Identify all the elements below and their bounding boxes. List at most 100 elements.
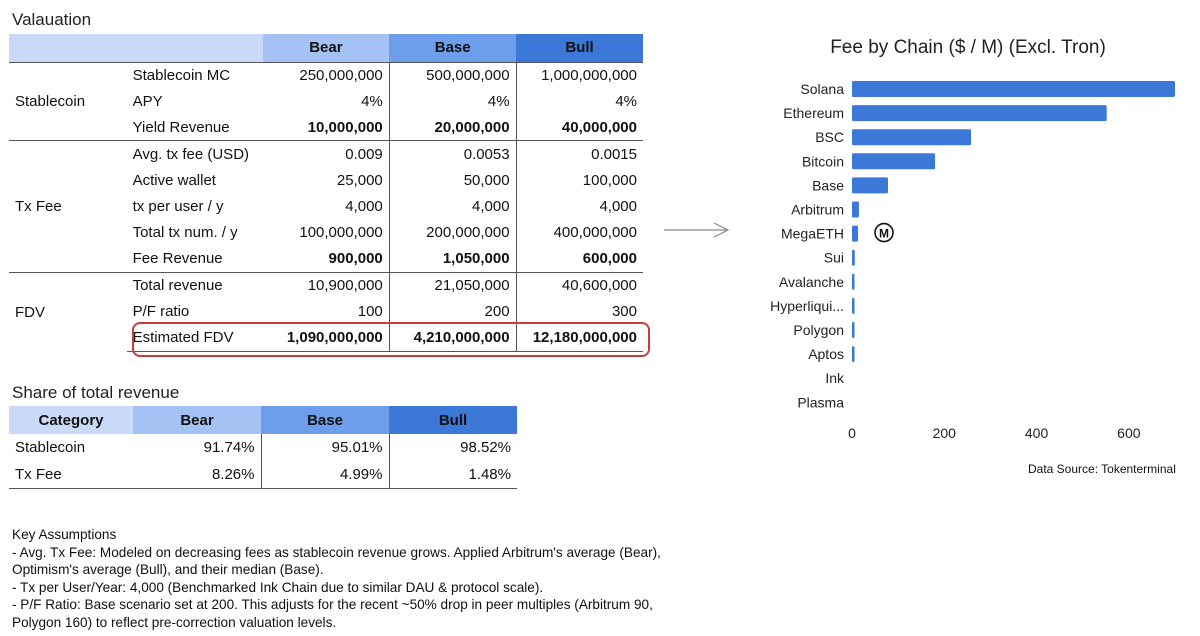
bull-value: 40,600,000 bbox=[516, 271, 643, 299]
valuation-row: Tx Fee Avg. tx fee (USD) 0.009 0.0053 0.0015 bbox=[9, 140, 643, 273]
base-value: 1,050,000 bbox=[389, 246, 517, 273]
valuation-row: P/F ratio 100 200 300 bbox=[9, 298, 643, 325]
valuation-table: Bear Base Bull Stablecoin Stablecoin MC 250,0… bbox=[9, 34, 643, 352]
bear-value: 100,000,000 bbox=[262, 219, 390, 247]
x-tick-label: 200 bbox=[933, 425, 957, 441]
svg-text:M: M bbox=[879, 227, 889, 241]
valuation-row: Fee Revenue 900,000 1,050,000 600,000 bbox=[9, 246, 643, 273]
bar bbox=[852, 346, 855, 363]
valuation-row: Total tx num. / y 100,000,000 200,000,000 4… bbox=[9, 219, 643, 247]
share-header-row: Category Bear Base Bull bbox=[9, 406, 517, 434]
bull-value: 4,000 bbox=[599, 198, 637, 216]
category-label: Base bbox=[812, 177, 844, 193]
bar bbox=[852, 249, 855, 266]
bull-value: 12,180,000,000 bbox=[516, 324, 643, 352]
share-row: Tx Fee 8.26% 4.99% 1.48% bbox=[9, 461, 517, 489]
header-blank bbox=[126, 34, 263, 62]
header-base: Base bbox=[389, 34, 517, 62]
bear-value: 900,000 bbox=[262, 246, 390, 273]
row-label: Fee Revenue bbox=[132, 250, 223, 268]
valuation-row: Stablecoin Stablecoin MC 250,000,000 500,00… bbox=[9, 61, 643, 141]
base-value: 200,000,000 bbox=[389, 219, 517, 247]
base-value: 4,210,000,000 bbox=[389, 324, 517, 352]
row-label: Avg. tx fee (USD) bbox=[126, 140, 263, 168]
base-value: 200 bbox=[389, 298, 517, 325]
valuation-row: tx per user / y 4,000 4,000 4,000 bbox=[9, 193, 643, 220]
bear-value: 4% bbox=[262, 88, 390, 115]
bear-value: 100 bbox=[262, 298, 390, 325]
bar bbox=[852, 177, 888, 194]
category-label: Polygon bbox=[793, 322, 844, 338]
row-label: Stablecoin MC bbox=[126, 61, 263, 89]
x-tick-label: 600 bbox=[1117, 425, 1141, 441]
category-label: Ethereum bbox=[783, 105, 844, 121]
bull-value: 4% bbox=[615, 92, 637, 110]
category-label: Plasma bbox=[797, 394, 844, 410]
bar bbox=[852, 153, 936, 170]
category-label: BSC bbox=[815, 129, 844, 145]
share-base: 4.99% bbox=[261, 461, 390, 489]
valuation-row: FDV Total revenue 10,900,000 21,050,000 40,6… bbox=[9, 271, 643, 352]
bar bbox=[852, 297, 855, 314]
category-label: MegaETH bbox=[781, 226, 844, 242]
row-label: P/F ratio bbox=[132, 303, 190, 321]
category-label: Aptos bbox=[808, 346, 844, 362]
share-header-bull: Bull bbox=[389, 406, 517, 434]
bull-value: 100,000 bbox=[582, 171, 637, 189]
valuation-title: Valauation bbox=[12, 10, 92, 29]
bear-value: 0.009 bbox=[262, 140, 390, 168]
bull-value: 1,000,000,000 bbox=[516, 61, 643, 89]
row-label: Active wallet bbox=[132, 171, 216, 189]
category-label: Bitcoin bbox=[802, 153, 844, 169]
share-header-base: Base bbox=[261, 406, 389, 434]
data-source: Data Source: Tokenterminal bbox=[1028, 462, 1176, 476]
share-header-bear: Bear bbox=[133, 406, 261, 434]
bar bbox=[852, 273, 855, 290]
base-value: 0.0053 bbox=[389, 140, 517, 168]
base-value: 4% bbox=[389, 88, 517, 115]
bar bbox=[852, 225, 858, 242]
base-value: 4,000 bbox=[389, 193, 517, 220]
bull-value: 400,000,000 bbox=[553, 224, 637, 242]
share-category: Stablecoin bbox=[15, 439, 86, 456]
row-label: Total tx num. / y bbox=[132, 224, 238, 242]
section-label: Tx Fee bbox=[9, 140, 127, 273]
chart-title: Fee by Chain ($ / M) (Excl. Tron) bbox=[830, 37, 1106, 58]
base-value: 21,050,000 bbox=[389, 271, 517, 299]
share-base: 95.01% bbox=[261, 434, 390, 461]
section-label: Stablecoin bbox=[9, 61, 127, 141]
key-assumptions-heading: Key Assumptions bbox=[12, 527, 117, 542]
row-label: Total revenue bbox=[126, 271, 263, 299]
bear-value: 10,000,000 bbox=[262, 114, 390, 141]
bull-value: 40,000,000 bbox=[561, 118, 637, 136]
bull-value: 300 bbox=[611, 303, 637, 321]
category-label: Avalanche bbox=[779, 274, 844, 290]
bar bbox=[852, 201, 859, 218]
bar bbox=[852, 105, 1107, 122]
header-blank bbox=[9, 34, 127, 62]
category-label: Solana bbox=[800, 81, 844, 97]
base-value: 50,000 bbox=[389, 167, 517, 194]
share-row: Stablecoin 91.74% 95.01% 98.52% bbox=[9, 434, 517, 461]
header-bull: Bull bbox=[516, 34, 643, 62]
estimated-fdv-highlight bbox=[132, 322, 650, 357]
share-category: Tx Fee bbox=[9, 461, 133, 489]
key-assumption-line: - P/F Ratio: Base scenario set at 200. T… bbox=[12, 597, 653, 630]
section-label: FDV bbox=[9, 271, 127, 352]
megaeth-logo-icon: M bbox=[874, 222, 894, 243]
bear-value: 10,900,000 bbox=[262, 271, 390, 299]
valuation-row: APY 4% 4% 4% bbox=[9, 88, 643, 115]
share-header-category: Category bbox=[9, 406, 133, 434]
bar bbox=[852, 129, 972, 146]
share-bear: 91.74% bbox=[133, 434, 262, 461]
base-value: 500,000,000 bbox=[389, 61, 517, 89]
row-label: Estimated FDV bbox=[126, 324, 263, 352]
right-arrow-icon bbox=[664, 222, 730, 238]
bear-value: 250,000,000 bbox=[262, 61, 390, 89]
bull-value: 600,000 bbox=[582, 250, 637, 268]
bar bbox=[852, 322, 855, 338]
share-bull: 1.48% bbox=[389, 461, 517, 489]
valuation-row: Active wallet 25,000 50,000 100,000 bbox=[9, 167, 643, 194]
row-label: APY bbox=[132, 92, 163, 110]
